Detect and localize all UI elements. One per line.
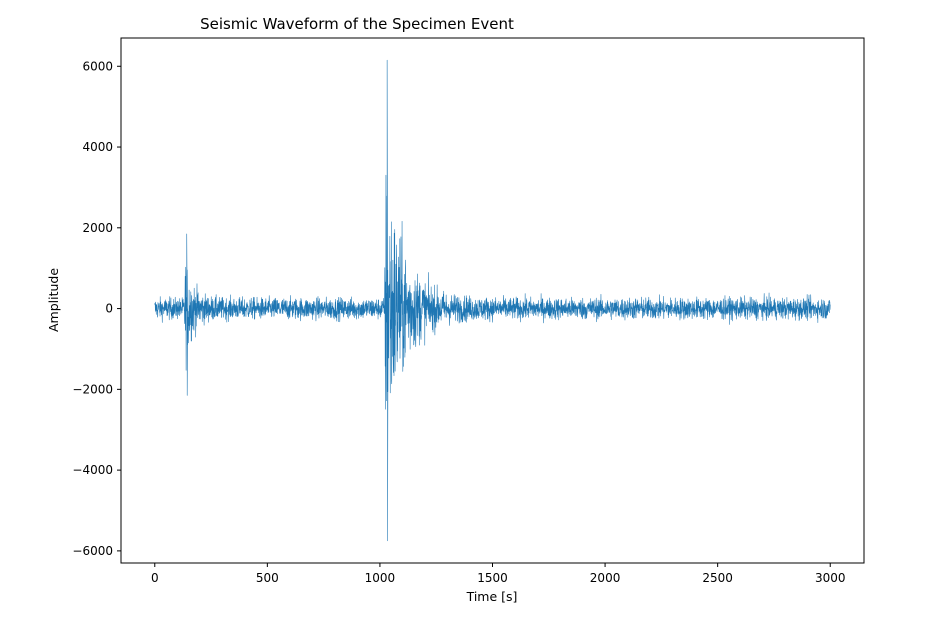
x-axis: 0 500 1000 1500 2000 2500 3000 (151, 563, 846, 585)
y-tick-label: 6000 (82, 59, 113, 73)
y-axis: −6000 −4000 −2000 0 2000 4000 6000 (72, 59, 121, 558)
x-tick-label: 0 (151, 571, 159, 585)
x-tick-label: 2500 (702, 571, 733, 585)
x-tick-label: 3000 (815, 571, 846, 585)
x-tick-label: 2000 (590, 571, 621, 585)
y-tick-label: −4000 (72, 463, 113, 477)
y-tick-label: 2000 (82, 221, 113, 235)
x-axis-label: Time [s] (466, 589, 518, 604)
y-tick-label: 0 (105, 302, 113, 316)
y-tick-label: −2000 (72, 382, 113, 396)
y-axis-label: Amplitude (46, 268, 61, 332)
x-tick-label: 1500 (477, 571, 508, 585)
x-tick-label: 500 (256, 571, 279, 585)
chart-title: Seismic Waveform of the Specimen Event (200, 15, 514, 33)
x-tick-label: 1000 (365, 571, 396, 585)
plot-area (154, 59, 831, 542)
y-tick-label: −6000 (72, 544, 113, 558)
waveform-line (154, 59, 831, 542)
y-tick-label: 4000 (82, 140, 113, 154)
